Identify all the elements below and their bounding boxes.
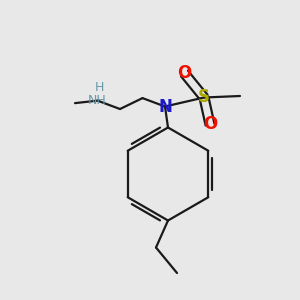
- Text: S: S: [198, 88, 210, 106]
- Text: O: O: [203, 116, 217, 134]
- Text: NH: NH: [88, 94, 107, 107]
- Text: H: H: [94, 81, 104, 94]
- Text: N: N: [158, 98, 172, 116]
- Text: O: O: [177, 64, 192, 82]
